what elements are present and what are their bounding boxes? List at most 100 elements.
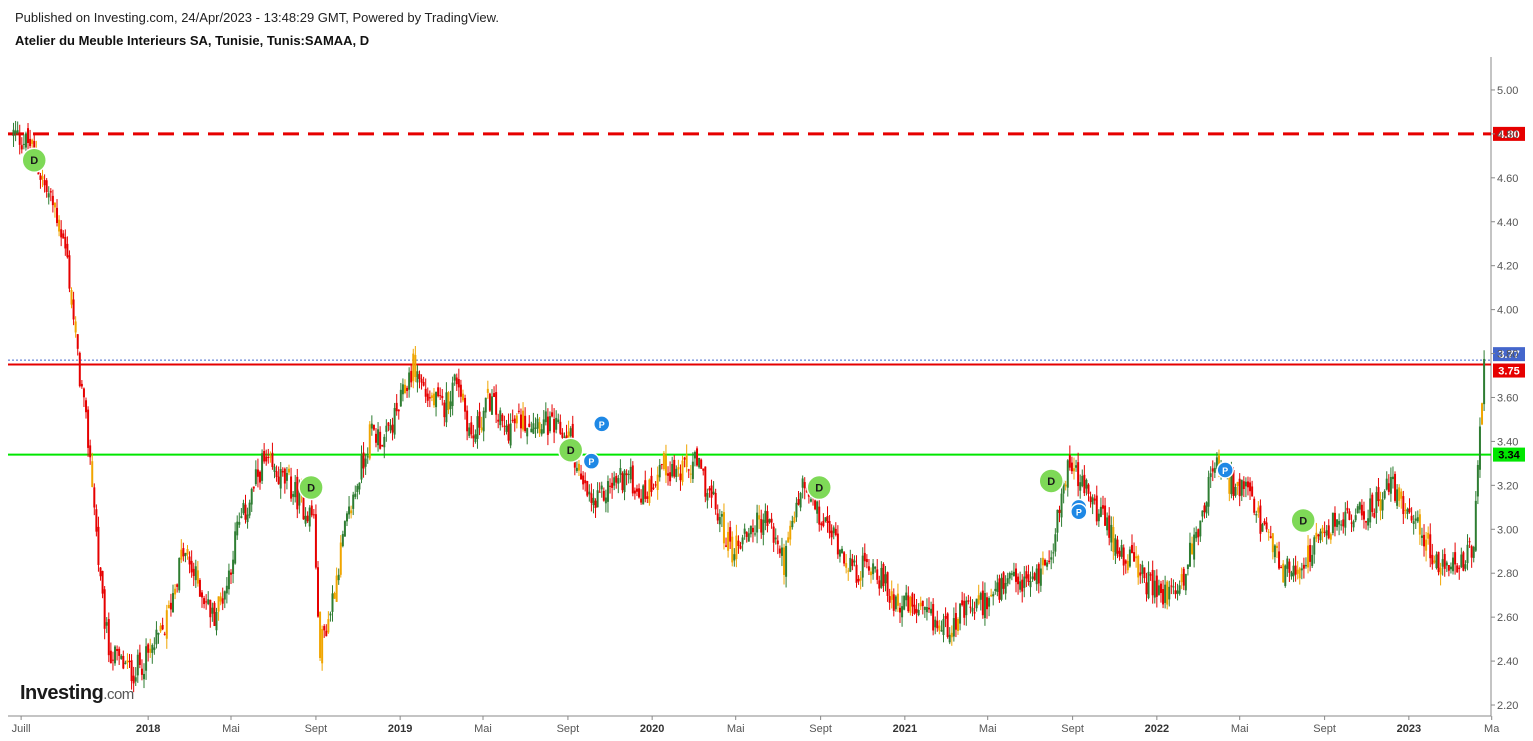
candle-body [167, 604, 170, 609]
candle-body [998, 578, 1001, 600]
candle-body [865, 558, 868, 563]
candle-body [996, 582, 999, 592]
candle-body [760, 519, 763, 533]
candle-body [526, 428, 529, 437]
candle-body [1251, 486, 1254, 497]
candle-body [343, 521, 346, 537]
candle-body [677, 467, 680, 470]
candle-body [109, 650, 112, 664]
candle-body [1253, 498, 1256, 513]
candle-body [658, 465, 661, 478]
candle-body [621, 473, 624, 491]
candle-body [58, 219, 61, 232]
candle-body [969, 606, 972, 608]
marker-label: P [599, 420, 605, 430]
candle-body [312, 514, 315, 516]
candle-body [671, 464, 674, 477]
candle-body [1033, 573, 1036, 580]
candle-body [252, 486, 255, 489]
candle-body [1400, 491, 1403, 499]
candle-body [901, 606, 904, 618]
candle-body [304, 515, 307, 524]
candle-body [1213, 467, 1216, 473]
candle-body [486, 388, 489, 393]
candle-body [184, 553, 187, 557]
candle-body [1058, 509, 1061, 513]
candle-body [820, 523, 823, 526]
candle-body [1315, 532, 1318, 539]
candle-body [942, 618, 945, 636]
candle-body [1296, 569, 1299, 574]
candle-body [774, 537, 777, 540]
candle-body [219, 596, 222, 602]
candle-body [1137, 555, 1140, 578]
dividend-marker [21, 147, 47, 173]
level-label: 3.75 [1498, 366, 1519, 378]
candle-body [366, 456, 369, 458]
candle-body [1452, 557, 1455, 572]
candle-body [1170, 585, 1173, 587]
candle-body [702, 468, 705, 471]
marker-label: D [30, 155, 38, 167]
candle-body [524, 415, 527, 432]
y-tick-label: 4.20 [1497, 261, 1518, 273]
candle-body [1311, 554, 1314, 566]
candle-body [1288, 561, 1291, 573]
candle-body [905, 592, 908, 601]
candle-body [838, 549, 841, 557]
candle-body [801, 478, 804, 488]
candle-body [482, 410, 485, 432]
candle-body [215, 611, 218, 631]
candle-body [907, 595, 910, 612]
candle-body [325, 630, 328, 637]
candle-body [401, 384, 404, 395]
candle-body [130, 660, 133, 682]
candle-body [828, 520, 831, 534]
y-tick-label: 4.80 [1497, 129, 1518, 141]
level-badge [1493, 347, 1525, 362]
candle-body [294, 482, 297, 498]
candle-body [227, 570, 230, 590]
candle-body [824, 517, 827, 522]
candle-body [1481, 403, 1484, 425]
candle-body [310, 505, 313, 516]
candle-body [209, 599, 212, 618]
candle-body [410, 370, 413, 383]
candle-body [778, 548, 781, 554]
candle-body [1327, 525, 1330, 539]
candle-body [1122, 547, 1125, 566]
candle-body [1389, 476, 1392, 494]
candle-body [950, 632, 953, 638]
candle-body [107, 619, 110, 656]
plot-area[interactable] [8, 57, 1492, 717]
candle-body [882, 564, 885, 586]
candle-body [1396, 489, 1399, 506]
candle-body [714, 492, 717, 510]
y-tick-label: 4.60 [1497, 173, 1518, 185]
candle-body [1458, 567, 1461, 569]
price-axis[interactable]: 5.00 4.80 4.60 4.40 4.20 4.00 3.80 3.60 3.40 3.20… [1491, 85, 1518, 712]
candle-body [461, 393, 464, 401]
candle-body [718, 517, 721, 525]
candle-body [1191, 543, 1194, 555]
y-tick-label: 3.00 [1497, 524, 1518, 536]
candle-body [1278, 551, 1281, 569]
time-axis[interactable]: Juill 2018 Mai Sept 2019 Mai Sept 2020 Mai Sept 20… [12, 716, 1501, 735]
candle-body [443, 402, 446, 418]
candle-body [468, 427, 471, 436]
candle-body [221, 598, 224, 604]
candle-body [269, 456, 272, 458]
candle-body [337, 574, 340, 581]
candle-body [1019, 581, 1022, 590]
candle-body [973, 612, 976, 614]
candle-body [1180, 574, 1183, 583]
candle-body [1321, 527, 1324, 534]
candle-body [176, 584, 179, 587]
candle-body [1157, 585, 1160, 595]
candle-body [308, 507, 311, 527]
candle-body [319, 612, 322, 658]
candle-body [1099, 506, 1102, 517]
candle-body [352, 494, 355, 509]
candle-body [1460, 554, 1463, 568]
